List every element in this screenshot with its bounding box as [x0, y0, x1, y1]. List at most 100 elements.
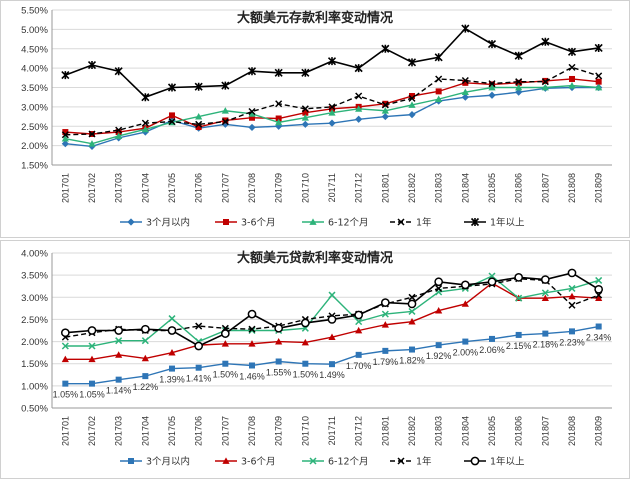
x-tick-label: 201703	[114, 416, 124, 446]
data-point	[222, 117, 229, 124]
x-tick-label: 201709	[274, 416, 284, 446]
y-tick-label: 4.50%	[21, 44, 48, 55]
data-point	[301, 120, 309, 128]
data-point	[541, 78, 549, 86]
data-label: 1.22%	[133, 382, 159, 392]
data-point	[61, 140, 69, 148]
data-point	[355, 318, 363, 326]
data-point	[568, 301, 576, 309]
data-point	[141, 337, 149, 345]
data-point	[61, 355, 69, 363]
data-point	[167, 83, 177, 92]
data-point	[274, 323, 284, 333]
x-tick-label: 201809	[594, 173, 604, 203]
data-point	[247, 309, 257, 319]
legend-marker	[222, 457, 230, 464]
data-point	[569, 75, 575, 82]
data-point	[62, 380, 69, 387]
data-point	[327, 57, 337, 66]
data-point	[194, 82, 203, 91]
data-label: 1.70%	[346, 361, 372, 371]
legend-marker	[397, 218, 405, 226]
data-point	[461, 76, 469, 85]
data-point	[381, 321, 389, 328]
data-point	[61, 131, 69, 139]
data-point	[381, 44, 390, 53]
data-point	[61, 71, 70, 80]
data-point	[594, 43, 603, 53]
data-point	[489, 335, 495, 342]
data-point	[195, 364, 202, 371]
y-tick-label: 1.50%	[21, 161, 48, 172]
data-point	[301, 105, 309, 113]
data-point	[141, 119, 149, 127]
legend: 3个月以内 3-6个月 6-12个月 1年 1年以上	[120, 456, 525, 468]
x-tick-label: 201803	[434, 173, 444, 203]
data-point	[408, 307, 416, 315]
data-point	[515, 78, 523, 86]
x-tick-label: 201712	[354, 173, 364, 203]
y-tick-label: 3.00%	[21, 293, 48, 304]
x-tick-label: 201707	[220, 416, 230, 446]
series-0: 1.05% 1.05% 1.14% 1.22%1.39% 1.41% 1.50% 1.46%…	[53, 323, 611, 400]
legend-marker	[309, 218, 317, 225]
x-tick-label: 201808	[567, 173, 577, 203]
data-label: 2.06%	[479, 345, 505, 355]
legend-label: 6-12个月	[328, 218, 369, 229]
data-point	[594, 284, 604, 294]
data-point	[221, 340, 229, 347]
x-tick-label: 201705	[167, 416, 177, 446]
data-point	[329, 105, 335, 112]
x-tick-label: 201807	[540, 416, 550, 446]
x-tick-label: 201803	[434, 416, 444, 446]
data-label: 1.49%	[319, 370, 345, 380]
data-label: 1.50%	[293, 370, 319, 380]
x-tick-label: 201702	[87, 173, 97, 203]
data-point	[88, 140, 96, 147]
data-point	[355, 351, 362, 358]
x-tick-label: 201705	[167, 173, 177, 203]
data-point	[595, 276, 603, 284]
data-point	[381, 112, 389, 121]
data-point	[435, 95, 443, 103]
data-label: 1.82%	[399, 356, 425, 366]
x-tick-label: 201701	[60, 416, 70, 446]
data-point	[141, 93, 150, 102]
data-point	[115, 132, 123, 139]
series-4	[61, 24, 603, 102]
x-tick-label: 201808	[567, 416, 577, 446]
data-label: 1.46%	[239, 371, 265, 381]
data-label: 1.55%	[266, 368, 292, 378]
legend-label: 3-6个月	[241, 457, 276, 468]
x-tick-label: 201802	[407, 173, 417, 203]
legend-item: 6-12个月	[302, 457, 369, 468]
data-point	[168, 118, 176, 126]
data-point	[328, 333, 336, 341]
data-point	[115, 376, 122, 383]
data-label: 1.39%	[159, 375, 185, 385]
y-tick-label: 0.50%	[21, 404, 48, 415]
data-point	[248, 110, 256, 117]
x-tick-label: 201709	[274, 173, 284, 203]
data-point	[515, 83, 523, 91]
data-point	[275, 358, 282, 365]
chart-title: 大额美元存款利率变动情况	[237, 10, 393, 26]
x-tick-label: 201804	[460, 416, 470, 446]
legend: 3个月以内 3-6个月 6-12个月 1年 1年以上	[120, 217, 525, 229]
data-point	[301, 114, 309, 121]
data-point	[221, 118, 229, 126]
x-tick-label: 201703	[114, 173, 124, 203]
data-point	[487, 277, 497, 287]
data-point	[89, 380, 95, 387]
legend-marker	[127, 218, 135, 226]
x-tick-label: 201701	[60, 173, 70, 203]
data-point	[222, 360, 229, 367]
data-point	[595, 72, 603, 80]
data-point	[408, 293, 416, 301]
data-point	[595, 78, 602, 85]
y-tick-label: 1.00%	[21, 381, 48, 392]
data-point	[169, 112, 175, 119]
x-tick-label: 201801	[380, 416, 390, 446]
legend-label: 3个月以内	[146, 456, 190, 468]
